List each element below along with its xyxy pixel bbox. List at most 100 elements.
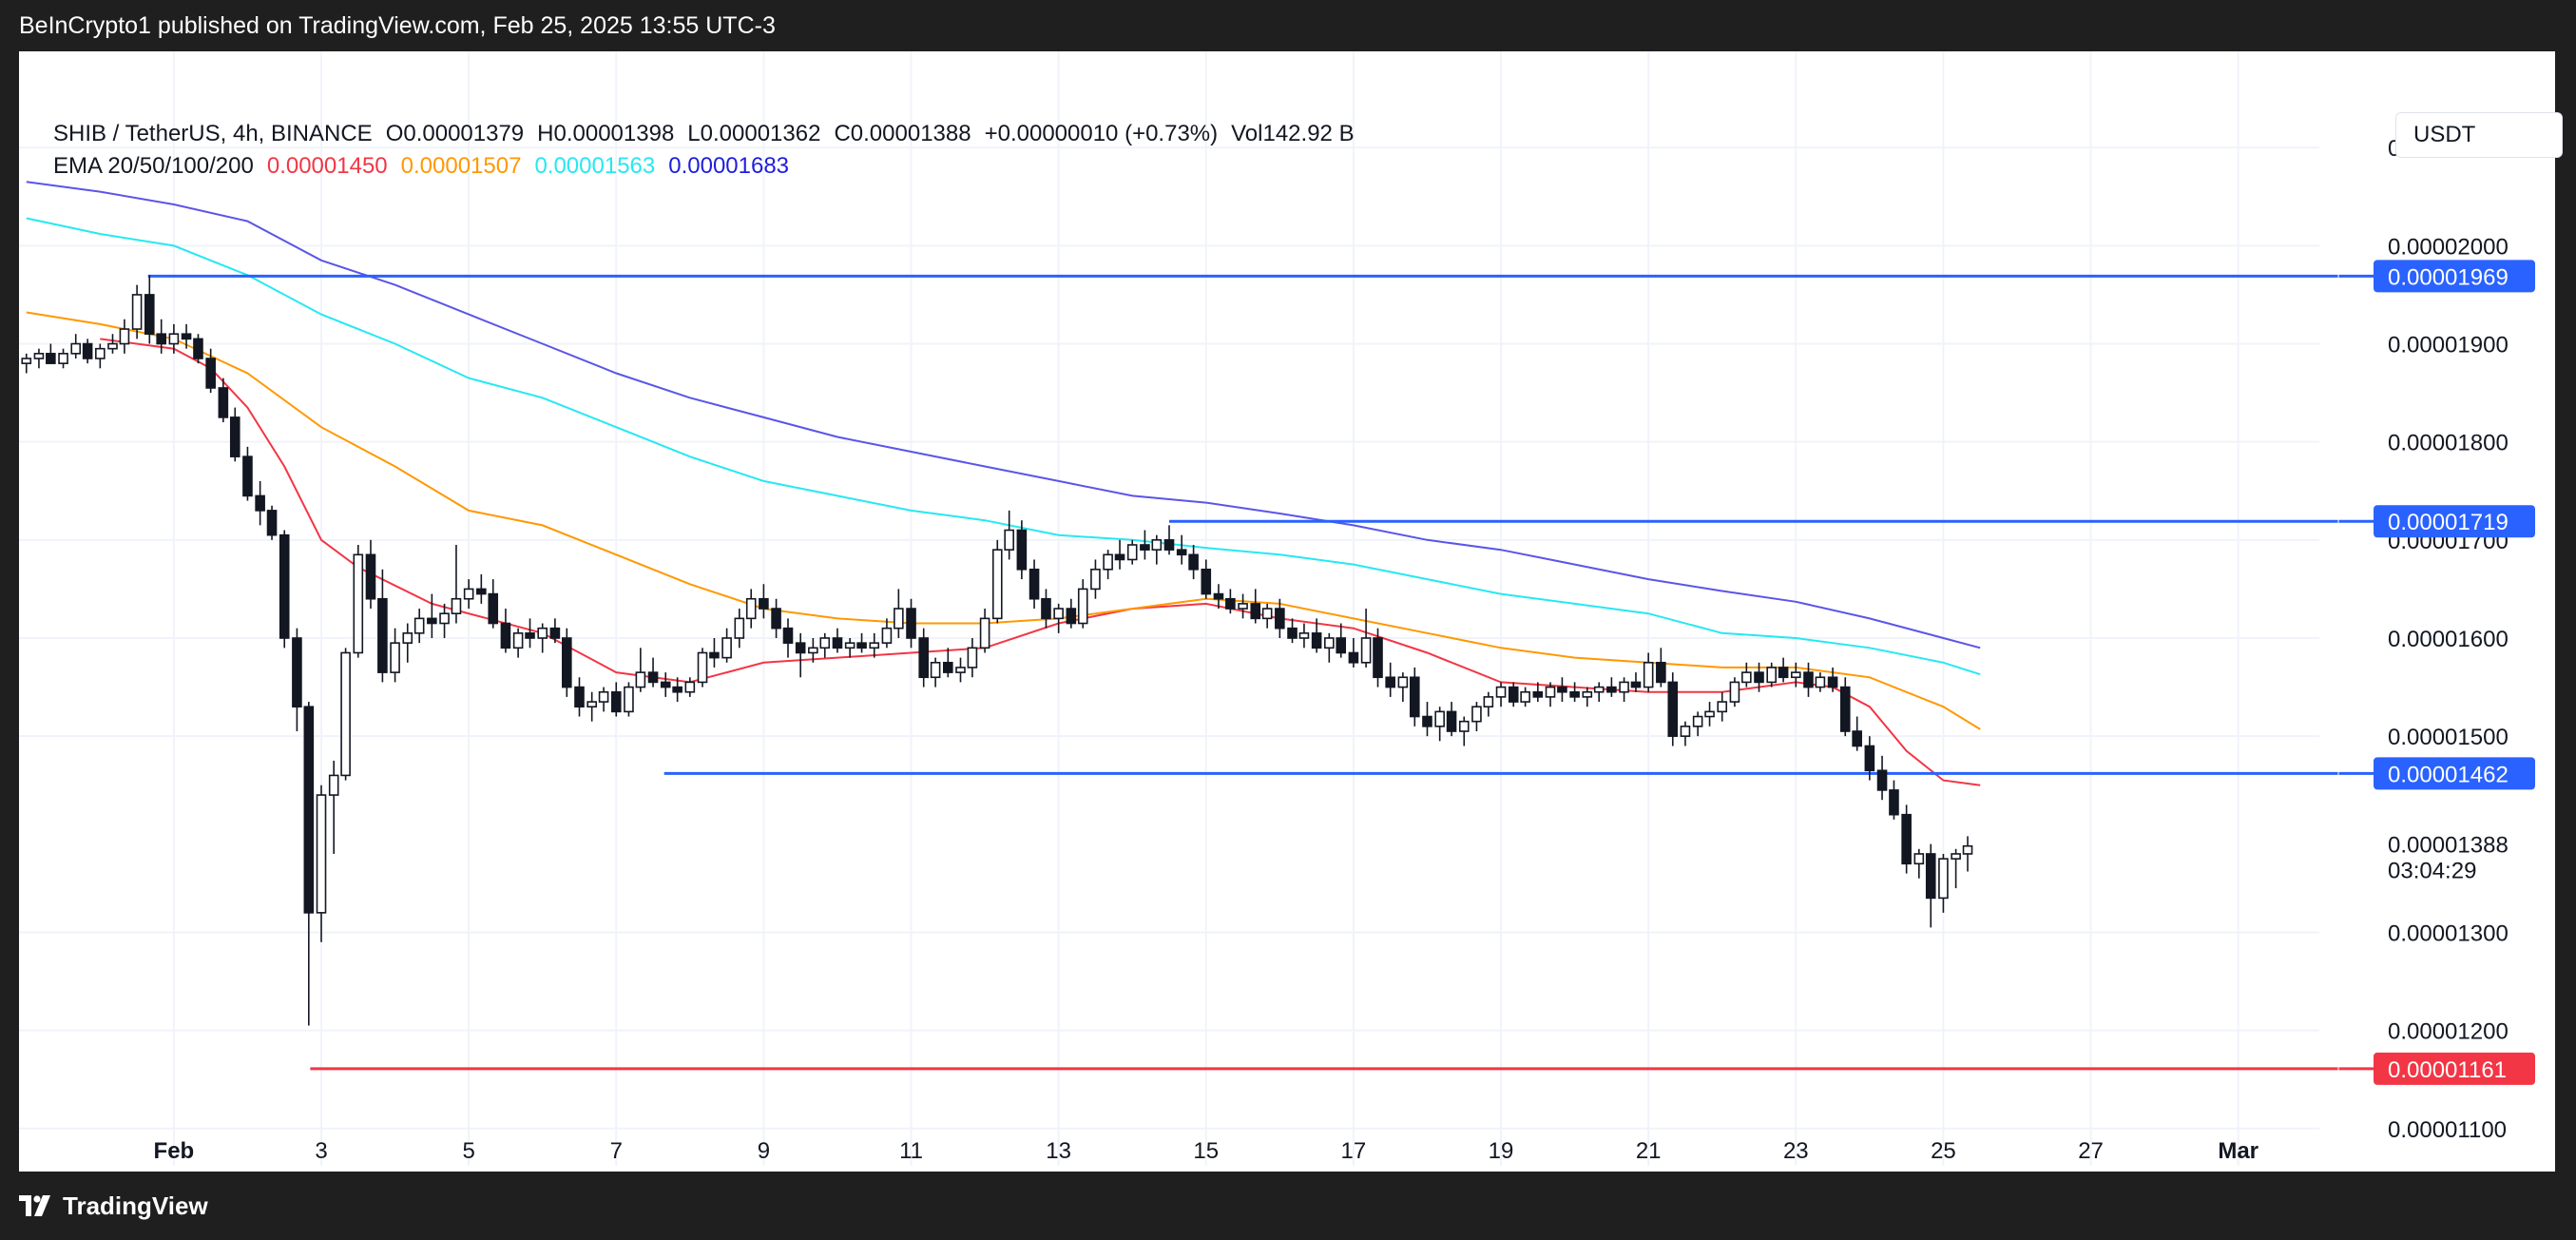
candle-body-down bbox=[759, 597, 769, 610]
symbol-label[interactable]: SHIB / TetherUS, 4h, BINANCE bbox=[53, 121, 373, 146]
x-tick-label: 23 bbox=[1783, 1138, 1809, 1164]
tradingview-logo[interactable]: TradingView bbox=[19, 1192, 208, 1221]
candle-body-up bbox=[1717, 701, 1728, 713]
candle-body-up bbox=[1582, 690, 1593, 698]
x-tick-label: 17 bbox=[1341, 1138, 1367, 1164]
candle bbox=[413, 609, 425, 644]
candle bbox=[1778, 657, 1789, 683]
candle bbox=[549, 618, 561, 644]
candle-body-down bbox=[1557, 686, 1567, 693]
level-price-badge[interactable] bbox=[2374, 757, 2535, 790]
candle bbox=[193, 334, 203, 364]
candle-body-up bbox=[1938, 858, 1949, 900]
candle bbox=[844, 638, 855, 658]
y-tick-label: 0.00001100 bbox=[2388, 1117, 2507, 1143]
candle bbox=[906, 598, 916, 649]
candle bbox=[721, 628, 732, 663]
ema-line-2 bbox=[26, 311, 1981, 730]
candle-body-up bbox=[1298, 632, 1310, 639]
candle-body-up bbox=[402, 632, 413, 644]
candle-body-up bbox=[439, 612, 450, 625]
horizontal-levels bbox=[147, 274, 2376, 1071]
ema200-value: 0.00001683 bbox=[668, 153, 790, 179]
currency-button[interactable]: USDT bbox=[2395, 112, 2563, 158]
candle bbox=[1520, 687, 1530, 707]
candle-body-down bbox=[1925, 853, 1936, 900]
candle bbox=[58, 348, 68, 369]
candle bbox=[1569, 682, 1580, 703]
candle-body-down bbox=[1028, 568, 1040, 600]
candle-body-up bbox=[1643, 661, 1654, 688]
x-tick-label: Mar bbox=[2218, 1138, 2259, 1164]
candle bbox=[390, 628, 400, 683]
candle bbox=[979, 609, 990, 653]
candle bbox=[771, 598, 781, 638]
candle bbox=[1827, 667, 1838, 692]
candle-body-up bbox=[119, 328, 130, 345]
candle-body-down bbox=[1201, 568, 1212, 595]
candle-body-down bbox=[1876, 769, 1888, 791]
candle-body-up bbox=[1397, 676, 1409, 688]
candle bbox=[218, 378, 229, 423]
candle-body-down bbox=[229, 417, 240, 457]
candle bbox=[1717, 691, 1728, 722]
candle bbox=[881, 618, 893, 649]
candle bbox=[672, 677, 682, 703]
candle bbox=[131, 284, 143, 339]
y-tick-label: 0.00001500 bbox=[2388, 725, 2509, 750]
last-price-label: 0.00001388 bbox=[2388, 833, 2509, 859]
candle bbox=[894, 589, 904, 638]
candle bbox=[832, 628, 843, 653]
candle-body-up bbox=[58, 353, 68, 364]
candle-body-up bbox=[819, 637, 831, 649]
candle-body-up bbox=[451, 597, 462, 615]
candle bbox=[70, 334, 82, 358]
x-tick-label: 21 bbox=[1636, 1138, 1662, 1164]
candle bbox=[119, 319, 130, 354]
candle-body-down bbox=[1606, 686, 1617, 693]
candle-body-up bbox=[1360, 637, 1372, 664]
candle-body-up bbox=[1126, 544, 1138, 561]
candle bbox=[1446, 702, 1457, 737]
attribution-bar: BeInCrypto1 published on TradingView.com… bbox=[0, 0, 2576, 51]
candle bbox=[1839, 677, 1851, 737]
candle bbox=[697, 648, 708, 688]
candle bbox=[168, 323, 180, 354]
footer-bar: TradingView bbox=[0, 1172, 2576, 1240]
candle bbox=[1238, 593, 1248, 619]
volume-value: Vol142.92 B bbox=[1231, 121, 1355, 146]
level-price-badge[interactable] bbox=[2374, 1052, 2535, 1085]
candle-body-up bbox=[512, 632, 524, 649]
candle bbox=[1250, 589, 1261, 624]
candle-body-up bbox=[894, 608, 904, 630]
candle bbox=[266, 505, 278, 540]
ema-indicator-label[interactable]: EMA 20/50/100/200 bbox=[53, 153, 254, 179]
candle-body-down bbox=[500, 622, 511, 649]
level-price-badge[interactable] bbox=[2374, 505, 2535, 538]
candle-body-up bbox=[684, 681, 696, 693]
candle bbox=[205, 348, 216, 394]
x-tick-label: 13 bbox=[1046, 1138, 1071, 1164]
x-tick-label: 7 bbox=[610, 1138, 623, 1164]
candle bbox=[1213, 584, 1224, 610]
candle bbox=[967, 638, 978, 678]
candle bbox=[1656, 648, 1666, 688]
candle bbox=[1876, 755, 1888, 801]
last-price-marker bbox=[2374, 826, 2535, 884]
chart-panel[interactable]: 0.000021000.000020000.000019000.00001800… bbox=[19, 51, 2563, 1172]
price-chart[interactable]: 0.000021000.000020000.000019000.00001800… bbox=[19, 51, 2555, 1172]
level-price-badge[interactable] bbox=[2374, 260, 2535, 293]
candle-body-up bbox=[955, 667, 966, 673]
candle-body-down bbox=[46, 353, 56, 364]
candle-body-up bbox=[1520, 690, 1530, 703]
candle-body-up bbox=[340, 651, 351, 777]
close-value: C0.00001388 bbox=[834, 121, 971, 146]
candle bbox=[340, 648, 351, 781]
candle bbox=[955, 657, 966, 683]
candle bbox=[1028, 559, 1040, 610]
candle-body-up bbox=[1151, 539, 1163, 551]
candle bbox=[1951, 848, 1961, 889]
x-tick-label: 19 bbox=[1489, 1138, 1514, 1164]
candle bbox=[156, 319, 166, 354]
candle-body-down bbox=[1889, 789, 1899, 816]
